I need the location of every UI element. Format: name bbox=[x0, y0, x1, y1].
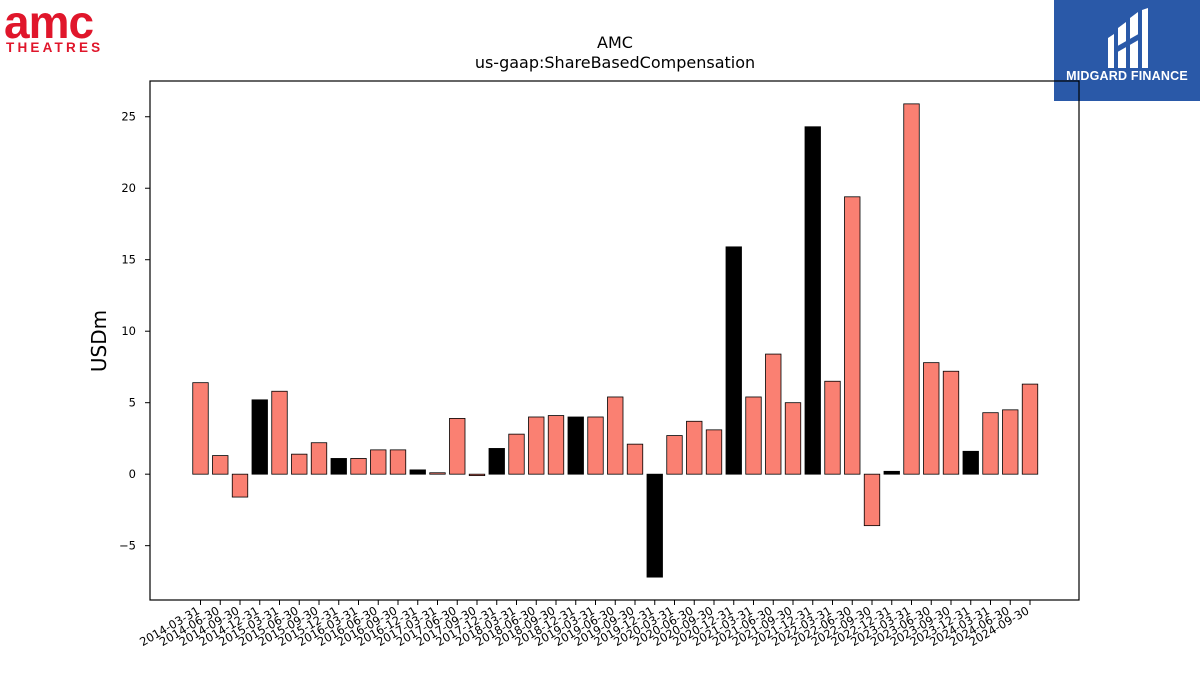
bar-2021-09-30 bbox=[784, 402, 802, 475]
y-tick-label-25: 25 bbox=[121, 110, 136, 124]
midgard-finance-mark-icon bbox=[1108, 8, 1148, 68]
bar-2016-06-30 bbox=[370, 449, 387, 475]
bar-2023-12-31 bbox=[962, 450, 979, 475]
midgard-finance-logo: MIDGARD FINANCE bbox=[1054, 0, 1200, 101]
bar-2016-09-30 bbox=[389, 449, 407, 475]
bar-2014-06-30 bbox=[212, 455, 229, 475]
bar-2014-09-30 bbox=[231, 473, 249, 498]
y-tick-label-10: 10 bbox=[121, 324, 136, 338]
bar-2018-06-30 bbox=[528, 416, 545, 475]
bar-2014-12-31 bbox=[251, 399, 268, 475]
bar-2020-09-30 bbox=[705, 429, 723, 475]
bar-2020-12-31 bbox=[725, 246, 742, 475]
bar-2014-03-31 bbox=[192, 382, 209, 475]
bar-2021-03-31 bbox=[745, 396, 762, 475]
bar-2015-06-30 bbox=[291, 453, 308, 475]
y-tick-label-0: 0 bbox=[129, 467, 136, 481]
bar-2019-09-30 bbox=[626, 443, 644, 475]
bar-2018-12-31 bbox=[567, 416, 584, 475]
y-axis-label: USDm bbox=[87, 310, 111, 372]
bar-2023-06-30 bbox=[923, 362, 940, 475]
y-tick-label--5: −5 bbox=[119, 539, 136, 553]
amc-logo-subtitle: THEATRES bbox=[6, 40, 104, 55]
bar-2016-03-31 bbox=[350, 458, 367, 475]
bar-2017-12-31 bbox=[488, 448, 505, 475]
bar-2021-06-30 bbox=[765, 353, 782, 475]
bar-2022-03-31 bbox=[824, 380, 841, 475]
bar-2019-06-30 bbox=[607, 396, 624, 475]
bar-2016-12-31 bbox=[409, 469, 426, 475]
y-tick-label-5: 5 bbox=[129, 396, 136, 410]
bar-2019-03-31 bbox=[587, 416, 604, 475]
bar-2019-12-31 bbox=[646, 473, 663, 578]
bar-2024-09-30 bbox=[1021, 383, 1039, 475]
amc-theatres-logo: amc THEATRES bbox=[4, 0, 134, 56]
bar-2020-03-31 bbox=[666, 435, 683, 475]
chart-subtitle: us-gaap:ShareBasedCompensation bbox=[475, 53, 755, 72]
bar-2022-06-30 bbox=[844, 196, 861, 475]
plot-area: 2014-03-312014-06-302014-09-302014-12-31… bbox=[119, 80, 1080, 649]
bar-2021-12-31 bbox=[804, 126, 821, 475]
bar-2024-06-30 bbox=[1002, 409, 1019, 475]
y-tick-label-20: 20 bbox=[121, 181, 136, 195]
midgard-finance-logo-text: MIDGARD FINANCE bbox=[1066, 69, 1188, 83]
plot-frame bbox=[149, 80, 1080, 601]
bar-2017-03-31 bbox=[429, 472, 446, 475]
bar-2024-03-31 bbox=[982, 412, 999, 475]
bar-2015-03-31 bbox=[271, 390, 288, 475]
bar-2018-09-30 bbox=[547, 415, 565, 475]
bar-2015-12-31 bbox=[330, 458, 347, 475]
bar-2023-03-31 bbox=[903, 103, 920, 475]
y-tick-label-15: 15 bbox=[121, 253, 136, 267]
bar-2020-06-30 bbox=[686, 420, 703, 475]
bar-2018-03-31 bbox=[508, 433, 525, 475]
bar-2023-09-30 bbox=[942, 370, 960, 475]
bar-2022-09-30 bbox=[863, 473, 881, 527]
chart-title: AMC bbox=[597, 33, 633, 52]
bar-2017-06-30 bbox=[449, 418, 466, 475]
bar-2015-09-30 bbox=[310, 442, 328, 475]
bar-2022-12-31 bbox=[883, 470, 900, 475]
bar-2017-09-30 bbox=[468, 473, 486, 477]
amc-logo-word: amc bbox=[4, 0, 94, 48]
